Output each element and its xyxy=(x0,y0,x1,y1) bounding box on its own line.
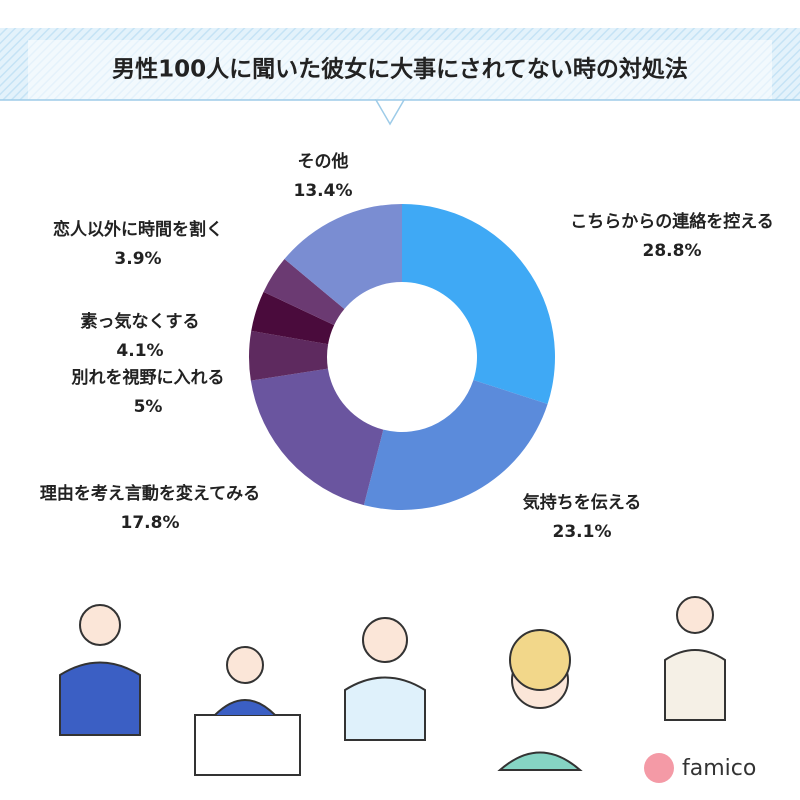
logo-mark xyxy=(644,753,674,783)
donut-segment xyxy=(284,204,402,309)
donut-segment xyxy=(263,259,345,326)
donut xyxy=(249,204,555,511)
donut-segment xyxy=(402,204,555,404)
chart-title: 男性100人に聞いた彼女に大事にされてない時の対処法 xyxy=(112,56,688,83)
donut-segment xyxy=(249,330,329,381)
category-label: 恋人以外に時間を割く xyxy=(53,219,223,240)
value-label: 17.8% xyxy=(121,513,180,533)
value-label: 13.4% xyxy=(294,181,353,201)
value-label: 5% xyxy=(134,397,163,417)
value-label: 3.9% xyxy=(114,249,161,269)
illustrations xyxy=(59,596,726,776)
value-label: 4.1% xyxy=(116,341,163,361)
category-label: 気持ちを伝える xyxy=(522,492,642,513)
title-banner xyxy=(0,28,800,126)
category-label: 理由を考え言動を変えてみる xyxy=(40,483,260,504)
logo: famico xyxy=(682,756,756,781)
category-label: 別れを視野に入れる xyxy=(71,367,225,388)
category-label: その他 xyxy=(298,151,349,172)
donut-segment xyxy=(363,380,548,511)
donut-segment xyxy=(250,368,384,506)
donut-segment xyxy=(251,291,335,345)
value-label: 28.8% xyxy=(643,241,702,261)
category-label: こちらからの連絡を控える xyxy=(570,211,774,232)
category-label: 素っ気なくする xyxy=(81,311,200,332)
value-label: 23.1% xyxy=(553,522,612,542)
